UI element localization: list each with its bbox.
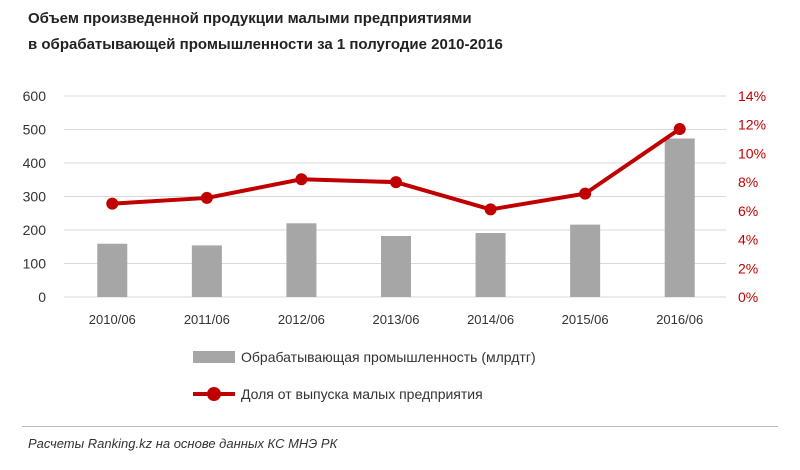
legend-label: Обрабатывающая промышленность (млрдтг)	[241, 349, 536, 365]
y-tick-label: 0	[38, 289, 46, 305]
y-tick-label: 600	[23, 88, 47, 104]
x-tick-label: 2011/06	[184, 312, 230, 327]
line-point	[295, 173, 308, 186]
legend-line-swatch	[193, 387, 235, 401]
line-point	[673, 123, 686, 136]
y2-tick-label: 4%	[738, 232, 758, 248]
divider	[22, 426, 778, 427]
bar	[381, 236, 411, 297]
chart-title-line2: в обрабатывающей промышленности за 1 пол…	[28, 36, 503, 53]
bar	[570, 224, 601, 297]
share-line	[112, 127, 681, 212]
y2-tick-label: 6%	[738, 203, 758, 219]
chart-title-line1: Объем произведенной продукции малыми пре…	[28, 10, 472, 27]
line-point	[579, 187, 592, 200]
x-tick-label: 2015/06	[562, 312, 609, 327]
x-tick-label: 2010/06	[89, 312, 136, 327]
bar	[664, 138, 695, 297]
bar	[191, 245, 222, 297]
y-tick-label: 500	[23, 122, 47, 138]
y-tick-label: 300	[23, 189, 47, 205]
line-point	[106, 197, 119, 210]
line-point	[200, 191, 213, 204]
x-tick-label: 2014/06	[467, 312, 514, 327]
legend-label: Доля от выпуска малых предприятия	[241, 386, 483, 402]
legend-item-bar: Обрабатывающая промышленность (млрдтг)	[193, 349, 536, 365]
line-point	[390, 176, 402, 189]
legend-item-line: Доля от выпуска малых предприятия	[193, 386, 483, 402]
x-tick-label: 2016/06	[656, 312, 703, 327]
legend-bar-swatch	[193, 351, 235, 363]
source-note: Расчеты Ranking.kz на основе данных КС М…	[28, 436, 338, 451]
line-point	[484, 203, 497, 216]
y2-tick-label: 2%	[738, 260, 758, 276]
x-tick-label: 2012/06	[278, 312, 325, 327]
y2-tick-label: 10%	[738, 145, 766, 161]
y-tick-label: 100	[23, 256, 47, 272]
bar	[286, 223, 317, 297]
y-tick-label: 200	[23, 222, 47, 238]
y2-tick-label: 14%	[738, 88, 766, 104]
plot-area: 0 100 200 300 400 500 600 0% 2% 4% 6% 8% 10% 12% 14% 20…	[23, 88, 766, 327]
bar	[97, 243, 128, 297]
y2-tick-label: 12%	[738, 117, 766, 133]
y2-tick-label: 8%	[738, 174, 758, 190]
y2-tick-label: 0%	[738, 289, 758, 305]
y-tick-label: 400	[23, 155, 47, 171]
x-tick-label: 2013/06	[373, 312, 420, 327]
bar	[475, 233, 506, 297]
